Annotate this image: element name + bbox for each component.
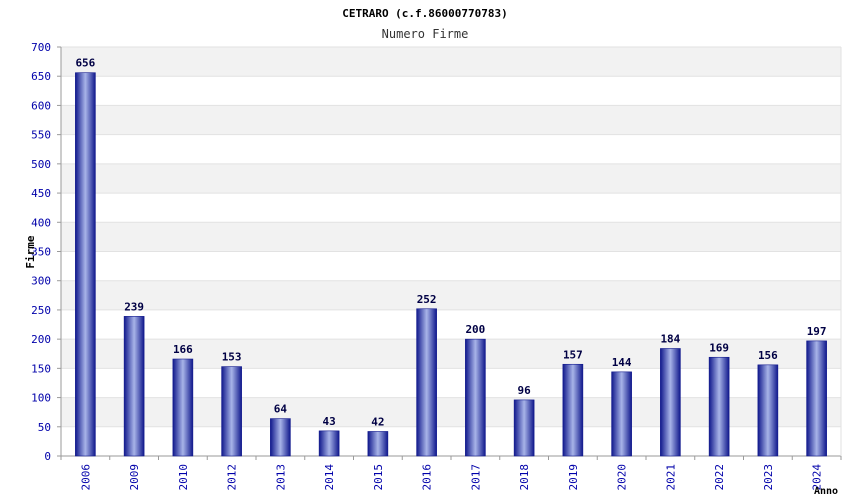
y-tick-label: 150 <box>31 362 51 375</box>
bar-2013 <box>270 418 291 457</box>
grid-band <box>61 280 841 310</box>
bar-2018 <box>513 399 535 457</box>
y-tick-label: 200 <box>31 333 51 346</box>
value-label-2021: 184 <box>660 332 680 345</box>
x-tick-label-2016: 2016 <box>421 464 434 491</box>
y-axis-label: Firme <box>24 235 37 268</box>
y-tick-label: 100 <box>31 392 51 405</box>
y-tick-label: 0 <box>44 450 51 463</box>
x-tick-label-2023: 2023 <box>762 464 775 491</box>
bar-2015 <box>367 431 389 457</box>
value-label-2016: 252 <box>417 293 437 306</box>
value-labels: 656 239 166 153 64 43 42 252 200 96 157 144 184 169 15… <box>75 57 826 429</box>
bar-2022 <box>708 356 730 457</box>
x-tick-label-2020: 2020 <box>616 464 629 491</box>
x-tick-label-2018: 2018 <box>518 464 531 491</box>
x-axis-label: Anno <box>814 486 838 497</box>
value-label-2012: 153 <box>222 351 242 364</box>
y-tick-labels: 0 50 100 150 200 250 300 350 400 450 500 550 600 650 7… <box>31 41 51 463</box>
value-label-2015: 42 <box>371 415 384 428</box>
bar-2020 <box>611 371 632 457</box>
bar-2014 <box>318 430 340 457</box>
x-tick-label-2009: 2009 <box>128 464 141 491</box>
bar-2009 <box>123 316 145 457</box>
x-tick-label-2021: 2021 <box>664 464 677 491</box>
y-tick-label: 350 <box>31 246 51 259</box>
x-tick-label-2015: 2015 <box>372 464 385 491</box>
y-tick-label: 550 <box>31 129 51 142</box>
bars <box>75 72 827 457</box>
value-label-2019: 157 <box>563 348 583 361</box>
value-label-2006: 656 <box>75 57 95 70</box>
bar-2023 <box>757 364 779 457</box>
bar-2017 <box>465 338 486 457</box>
bar-2016 <box>416 308 437 457</box>
grid-band <box>61 47 841 77</box>
x-tick-label-2022: 2022 <box>713 464 726 491</box>
chart-subtitle: Numero Firme <box>382 27 469 41</box>
y-tick-label: 500 <box>31 158 51 171</box>
value-label-2024: 197 <box>807 325 827 338</box>
bar-2006 <box>75 72 96 457</box>
value-label-2009: 239 <box>124 300 144 313</box>
value-label-2018: 96 <box>518 384 532 397</box>
grid-bands <box>61 47 841 427</box>
bar-2012 <box>221 366 242 457</box>
value-label-2017: 200 <box>465 323 485 336</box>
y-tick-label: 600 <box>31 99 51 112</box>
grid-band <box>61 105 841 135</box>
bar-2019 <box>562 363 584 457</box>
y-tick-label: 50 <box>38 421 51 434</box>
bar-2024 <box>806 340 827 457</box>
y-tick-label: 450 <box>31 187 51 200</box>
x-tick-label-2013: 2013 <box>274 464 287 491</box>
x-tick-label-2019: 2019 <box>567 464 580 491</box>
bar-2010 <box>172 358 194 457</box>
x-tick-labels: 2006 2009 2010 2012 2013 2014 2015 2016 2017 2018… <box>79 464 823 491</box>
y-tick-label: 400 <box>31 216 51 229</box>
y-tick-label: 700 <box>31 41 51 54</box>
y-tick-label: 250 <box>31 304 51 317</box>
grid-band <box>61 163 841 194</box>
y-tick-label: 650 <box>31 70 51 83</box>
x-tick-label-2024: 2024 <box>811 464 824 491</box>
value-label-2020: 144 <box>612 356 632 369</box>
value-label-2022: 169 <box>709 341 729 354</box>
x-tick-label-2017: 2017 <box>469 464 482 491</box>
value-label-2014: 43 <box>323 415 336 428</box>
x-tick-label-2012: 2012 <box>226 464 239 491</box>
bar-2021 <box>660 348 681 457</box>
value-label-2013: 64 <box>274 403 288 416</box>
y-tick-label: 300 <box>31 275 51 288</box>
value-label-2023: 156 <box>758 349 778 362</box>
x-tick-label-2006: 2006 <box>79 464 92 491</box>
chart-title: CETRARO (c.f.86000770783) <box>342 7 508 20</box>
grid-band <box>61 222 841 252</box>
x-tick-label-2010: 2010 <box>177 464 190 491</box>
value-label-2010: 166 <box>173 343 193 356</box>
x-tick-label-2014: 2014 <box>323 464 336 491</box>
